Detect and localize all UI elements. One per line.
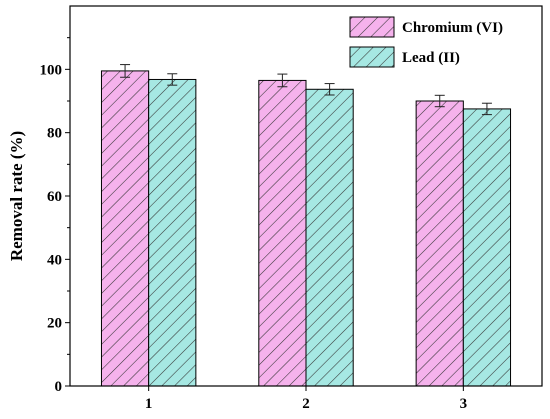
legend-item-chromium: Chromium (VI): [349, 16, 503, 38]
y-tick-label-0: 0: [55, 379, 63, 395]
x-tick-label-2: 2: [302, 396, 310, 412]
y-axis-ticks: 0 20 40 60 80 100: [40, 37, 70, 395]
error-bar-lead-1: [167, 73, 178, 86]
error-bar-chromium-2: [277, 73, 288, 88]
bar-lead-3: [462, 108, 512, 387]
bars-layer: [100, 70, 512, 387]
legend-swatch: [349, 16, 395, 38]
legend-label: Chromium (VI): [402, 20, 503, 36]
x-tick-label-3: 3: [460, 396, 468, 412]
legend: Chromium (VI) Lead (II): [349, 16, 503, 68]
bar-chromium-1: [100, 70, 150, 387]
error-bar-lead-3: [481, 102, 492, 116]
error-bars-layer: [120, 64, 492, 116]
bar-chromium-3: [415, 100, 464, 387]
x-tick-label-1: 1: [145, 396, 153, 412]
error-bar-chromium-1: [120, 64, 131, 78]
y-tick-label-100: 100: [40, 62, 63, 78]
bar-lead-1: [148, 78, 197, 387]
y-tick-label-80: 80: [47, 126, 62, 142]
error-bar-lead-2: [324, 83, 335, 96]
bar-lead-2: [305, 88, 354, 387]
legend-item-lead: Lead (II): [349, 46, 460, 68]
legend-swatch: [349, 46, 395, 68]
legend-label: Lead (II): [402, 50, 460, 66]
y-tick-label-40: 40: [47, 252, 62, 268]
y-tick-label-20: 20: [47, 316, 62, 332]
y-axis-title: Removal rate (%): [7, 131, 26, 261]
error-bar-chromium-3: [434, 94, 445, 108]
y-tick-label-60: 60: [47, 189, 62, 205]
x-axis-ticks: 1 2 3: [145, 386, 467, 412]
bar-chromium-2: [258, 79, 307, 387]
